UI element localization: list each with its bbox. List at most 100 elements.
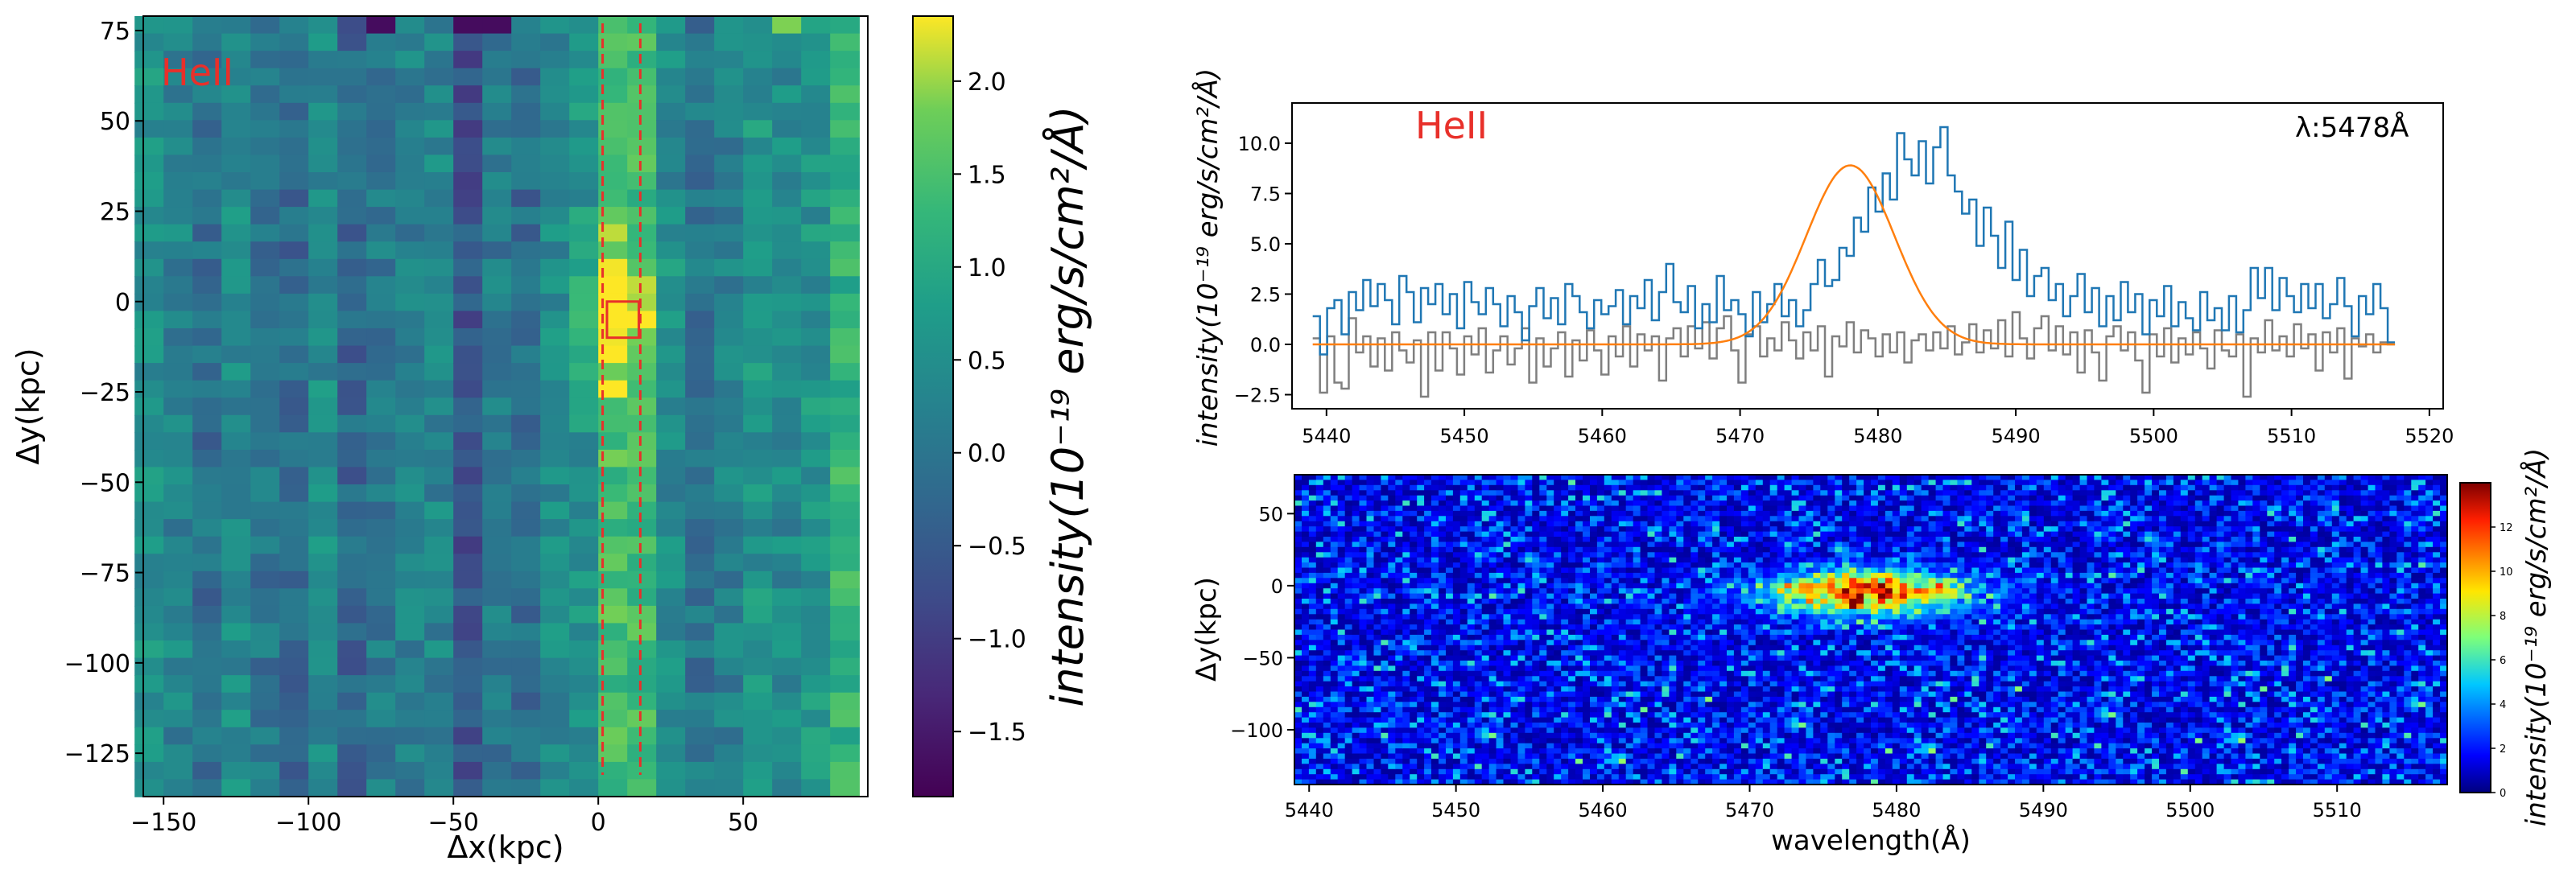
heatmap-cell [1373,681,1381,687]
heatmap-cell [1712,572,1720,579]
heatmap-cell [1583,691,1591,698]
heatmap-cell [1424,748,1432,755]
heatmap-cell [1352,495,1360,501]
heatmap-cell [1532,603,1540,610]
heatmap-cell [656,224,686,243]
heatmap-cell [1662,583,1670,589]
heatmap-cell [453,744,483,763]
heatmap-cell [1539,593,1547,599]
heatmap-cell [1431,490,1439,496]
heatmap-cell [1669,774,1677,780]
heatmap-cell [1618,578,1627,584]
heatmap-cell [1302,768,1310,775]
heatmap-cell [1481,624,1490,631]
heatmap-cell [1431,537,1439,542]
heatmap-cell [1712,676,1720,682]
heatmap-cell [1561,480,1569,486]
heatmap-cell [1690,557,1699,563]
heatmap-cell [1525,475,1533,480]
heatmap-cell [1618,727,1627,734]
heatmap-cell [1488,484,1497,491]
heatmap-cell [1308,676,1317,682]
heatmap-cell [1611,645,1620,651]
heatmap-cell [1410,706,1418,713]
heatmap-cell [1618,531,1627,537]
heatmap-cell [685,710,715,728]
heatmap-cell [453,779,483,797]
heatmap-cell [627,276,657,294]
heatmap-cell [279,189,309,208]
heatmap-cell [1503,738,1511,744]
heatmap-cell [1488,640,1497,646]
heatmap-cell [1633,768,1641,775]
heatmap-cell [1590,748,1598,755]
heatmap-cell [1575,495,1583,501]
heatmap-cell [627,224,657,243]
heatmap-cell [1381,500,1389,507]
heatmap-cell [134,224,164,243]
heatmap-cell [1388,665,1396,672]
heatmap-cell [1388,655,1396,661]
heatmap-cell [1315,546,1324,553]
heatmap-cell [1690,681,1699,687]
heatmap-cell [1625,696,1634,702]
heatmap-cell [1439,542,1447,548]
heatmap-cell [1654,490,1662,496]
heatmap-cell [337,605,367,624]
heatmap-cell [453,570,483,590]
heatmap-cell [1633,634,1641,640]
heatmap-cell [1352,562,1360,569]
heatmap-cell [1488,531,1497,537]
heatmap-cell [1315,542,1324,548]
heatmap-cell [424,710,454,728]
heatmap-cell [221,120,251,138]
heatmap-cell [1733,619,1742,625]
heatmap-cell [1417,748,1425,755]
heatmap-cell [1719,702,1728,708]
heatmap-cell [1575,599,1583,604]
heatmap-cell [714,328,744,347]
heatmap-cell [685,397,715,416]
heatmap-cell [1315,578,1324,584]
heatmap-cell [1395,748,1403,755]
heatmap-cell [1294,546,1302,553]
heatmap-cell [1604,650,1612,657]
heatmap-cell [1410,624,1418,631]
heatmap-cell [1315,614,1324,620]
heatmap-cell [1654,764,1662,770]
heatmap-cell [1517,738,1525,744]
heatmap-cell [1611,774,1620,780]
observed-spectrum-line [1312,126,2396,356]
heatmap-cell [1474,645,1483,651]
heatmap-cell [453,68,483,87]
heatmap-cell [1503,753,1511,760]
heatmap-cell [1467,634,1476,640]
heatmap-cell [1590,723,1598,728]
heatmap-cell [830,207,860,225]
heatmap-cell [1481,661,1490,666]
heatmap-cell [1740,608,1749,615]
heatmap-cell [1359,691,1367,698]
heatmap-cell [1417,712,1425,719]
heatmap-cell [1596,516,1605,522]
heatmap-cell [1446,510,1454,517]
heatmap-cell [1459,480,1468,486]
heatmap-cell [569,207,599,225]
heatmap-cell [1302,727,1310,734]
heatmap-cell [540,68,570,87]
heatmap-cell [1712,640,1720,646]
heatmap-cell [1596,686,1605,693]
heatmap-cell [1337,500,1346,507]
heatmap-cell [1618,484,1627,491]
heatmap-cell [1662,706,1670,713]
heatmap-cell [482,68,512,87]
heatmap-cell [1474,748,1483,755]
heatmap-cell [1352,537,1360,542]
heatmap-cell [830,363,860,381]
heatmap-cell [1525,768,1533,775]
heatmap-cell [1654,588,1662,595]
heatmap-cell [1727,475,1735,480]
heatmap-cell [366,120,396,138]
heatmap-cell [1705,526,1713,533]
